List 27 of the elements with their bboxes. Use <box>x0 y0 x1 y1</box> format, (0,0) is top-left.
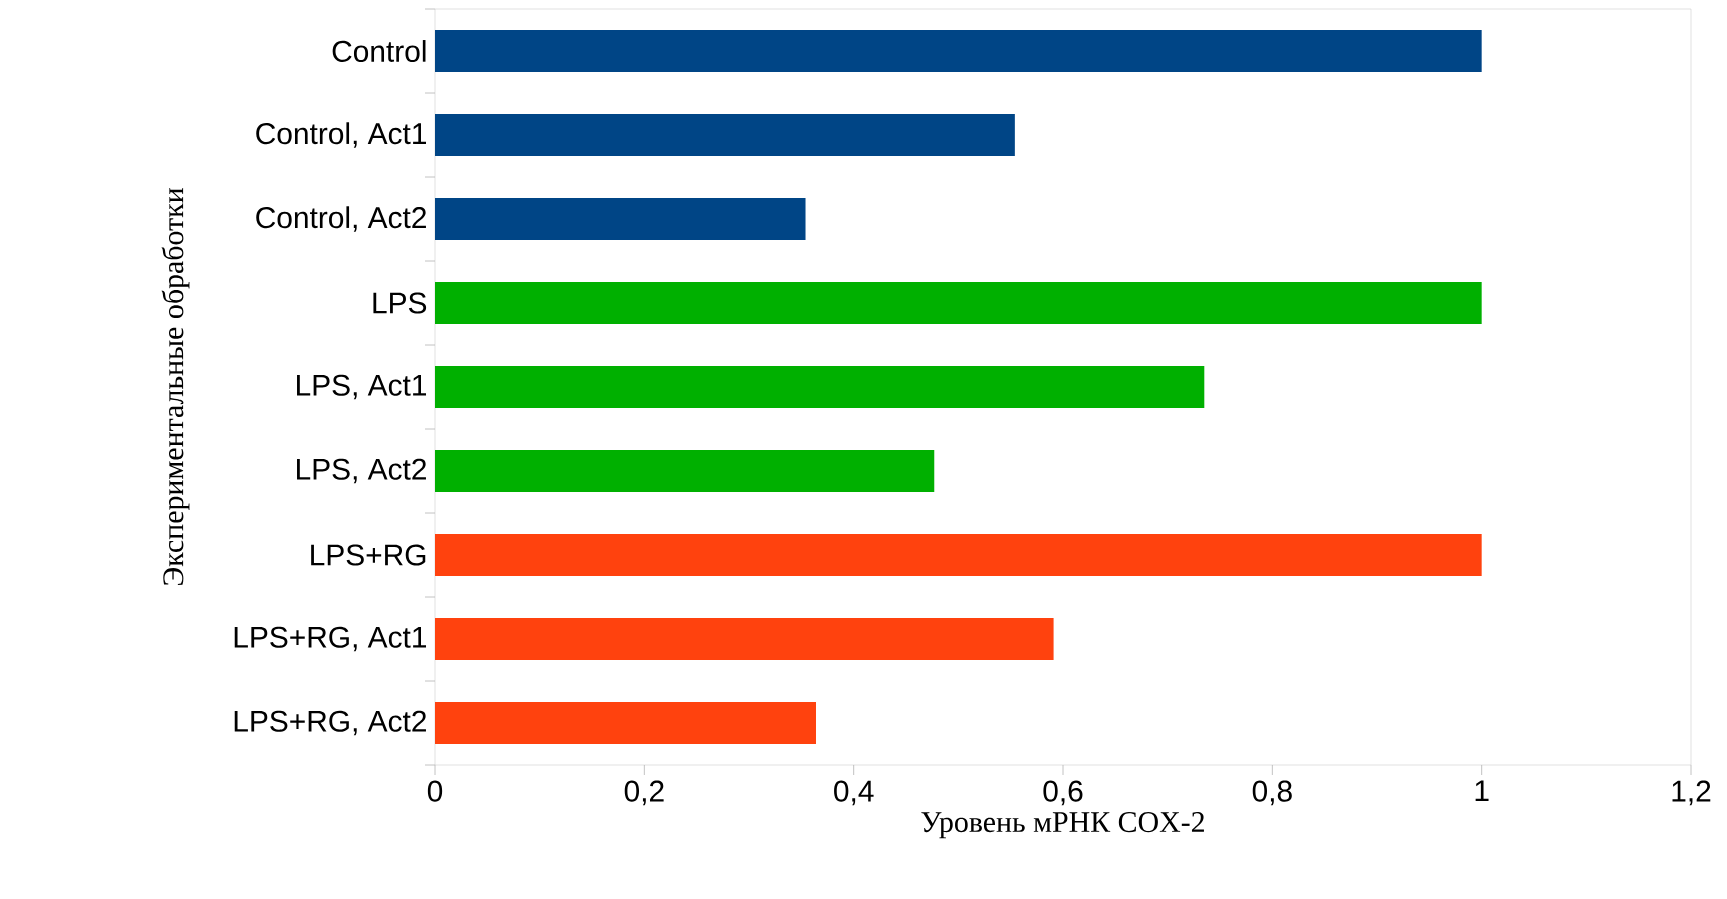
x-tick-label: 0 <box>427 780 443 802</box>
x-tick-label: 0,4 <box>834 780 874 806</box>
bar <box>435 366 1205 409</box>
y-tick-label: LPS <box>373 292 427 314</box>
bar <box>435 534 1482 577</box>
bar <box>435 702 816 745</box>
y-tick-label: Control <box>332 40 426 62</box>
x-tick-label: 0,6 <box>1043 780 1083 806</box>
y-tick-label: LPS+RG, Act1 <box>234 626 427 652</box>
y-tick-label: LPS, Act1 <box>297 374 427 400</box>
y-tick-label: Control, Act1 <box>256 122 426 148</box>
y-tick-label: LPS+RG, Act2 <box>234 710 426 736</box>
y-axis-title: Экспериментальные обработки <box>161 188 190 585</box>
bar <box>435 198 806 241</box>
bar <box>435 618 1054 661</box>
x-tick-label: 1 <box>1475 780 1489 802</box>
x-tick-label: 1,2 <box>1672 780 1711 806</box>
y-tick-label: LPS, Act2 <box>297 458 426 484</box>
bar <box>435 282 1482 325</box>
bar <box>435 114 1015 157</box>
x-tick-label: 0,8 <box>1252 780 1292 806</box>
x-axis-title: Уровень мРНК COX-2 <box>921 812 1204 839</box>
x-tick-label: 0,2 <box>624 780 664 806</box>
bar <box>435 30 1482 73</box>
y-tick-label: LPS+RG <box>311 544 426 566</box>
y-tick-label: Control, Act2 <box>256 206 426 232</box>
bar <box>435 450 935 493</box>
